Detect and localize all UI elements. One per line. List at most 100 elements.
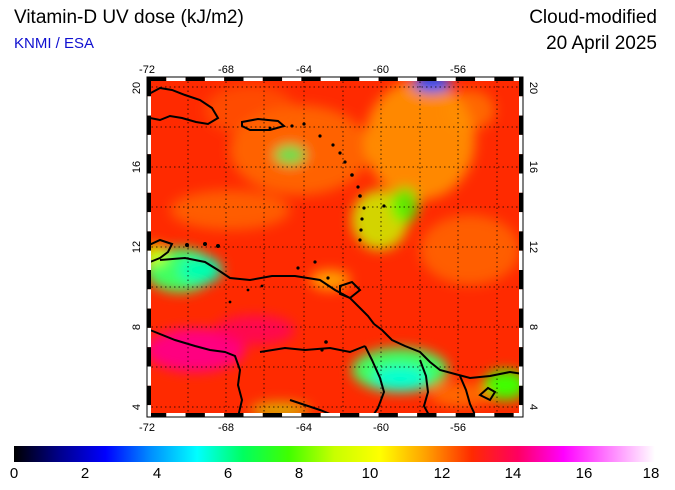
border-venezuela-guyana — [364, 345, 386, 417]
colorbar-tick-label: 4 — [152, 465, 162, 482]
frame-segment — [204, 413, 225, 417]
frame-segment — [147, 366, 151, 386]
guianas-coast — [373, 323, 523, 380]
lon-tick-top: -56 — [450, 64, 466, 76]
colorbar-tick-label: 8 — [294, 465, 304, 482]
frame-segment — [519, 212, 523, 232]
colorbar — [14, 446, 655, 462]
frame-segment — [147, 385, 151, 406]
frame-segment — [436, 413, 456, 417]
orinoco-border-west — [149, 329, 244, 417]
frame-segment — [147, 134, 151, 155]
frame-segment — [147, 192, 151, 213]
island-east — [478, 386, 497, 402]
frame-segment — [519, 270, 523, 290]
frame-segment — [519, 289, 523, 309]
small-islands — [185, 122, 386, 352]
frame-segment — [519, 347, 523, 367]
lon-tick-top: -60 — [373, 64, 389, 76]
lon-tick-bottom: -60 — [373, 422, 389, 434]
colorbar-tick-label: 6 — [223, 465, 233, 482]
lon-tick-bottom: -56 — [450, 422, 466, 434]
frame-segment — [519, 134, 523, 155]
colorbar-tick-label: 18 — [642, 465, 660, 482]
frame-segment — [166, 413, 186, 417]
frame-segment — [262, 413, 283, 417]
frame-segment — [147, 154, 151, 174]
frame-segment — [475, 77, 495, 81]
coastlines — [147, 86, 523, 417]
axis-labels: -72 -68 -64 -60 -56 -72 -68 -64 -60 -56 … — [131, 64, 539, 434]
frame-segment — [262, 77, 283, 81]
trinidad-coast — [339, 280, 362, 300]
frame-segment — [397, 77, 418, 81]
lat-tick-left: 12 — [131, 241, 143, 253]
frame-segment — [301, 77, 321, 81]
frame-segment — [519, 115, 523, 135]
frame-segment — [243, 77, 263, 81]
border-guyana-suriname — [419, 359, 431, 417]
lat-tick-left: 20 — [131, 82, 143, 94]
colorbar-tick-label: 2 — [80, 465, 90, 482]
mode-label: Cloud-modified — [529, 7, 657, 28]
frame-segment — [185, 413, 205, 417]
frame-segment — [519, 366, 523, 386]
hispaniola-coast — [147, 86, 220, 126]
frame-segment — [147, 308, 151, 328]
frame-segment — [282, 413, 302, 417]
interior-border — [259, 345, 366, 354]
lon-tick-top: -64 — [296, 64, 312, 76]
frame-segment — [243, 413, 263, 417]
colorbar-tick-label: 0 — [9, 465, 19, 482]
lon-tick-bottom: -68 — [218, 422, 234, 434]
frame-segment — [513, 77, 523, 81]
frame-segment — [166, 77, 186, 81]
frame-border — [146, 76, 524, 418]
colorbar-tick-label: 10 — [361, 465, 379, 482]
frame-segment — [147, 231, 151, 251]
frame-segment — [147, 289, 151, 309]
frame-segment — [147, 115, 151, 135]
frame-segment — [494, 77, 514, 81]
frame-segment — [519, 173, 523, 193]
frame-segment — [417, 413, 437, 417]
frame-segment — [519, 77, 523, 97]
frame-segment — [359, 413, 379, 417]
frame-segment — [147, 77, 151, 97]
frame-segment — [519, 250, 523, 270]
frame-segment — [519, 385, 523, 406]
colorbar-tick-label: 14 — [504, 465, 522, 482]
lon-tick-top: -72 — [139, 64, 155, 76]
lat-tick-right: 12 — [527, 241, 539, 253]
frame-segment — [320, 77, 340, 81]
frame-segment — [147, 250, 151, 270]
frame-segment — [301, 413, 321, 417]
lat-tick-right: 20 — [527, 82, 539, 94]
frame-segment — [340, 77, 360, 81]
colorbar-tick-label: 16 — [575, 465, 593, 482]
frame-segment — [147, 270, 151, 290]
frame-segment — [417, 77, 437, 81]
credit-label: KNMI / ESA — [14, 35, 95, 52]
frame-segment — [519, 192, 523, 213]
frame-segment — [519, 154, 523, 174]
frame-segment — [519, 96, 523, 116]
frame-segment — [519, 231, 523, 251]
frame-segment — [147, 413, 167, 417]
frame-segment — [320, 413, 340, 417]
frame-segment — [513, 413, 523, 417]
lon-tick-bottom: -72 — [139, 422, 155, 434]
puerto-rico-coast — [241, 117, 287, 131]
venezuela-coast — [159, 256, 375, 325]
frame-segment — [224, 413, 244, 417]
date-label: 20 April 2025 — [546, 33, 657, 54]
frame-segment — [519, 308, 523, 328]
frame-segment — [455, 77, 476, 81]
lat-tick-right: 4 — [527, 404, 539, 410]
lon-tick-top: -68 — [218, 64, 234, 76]
guajira-coast — [147, 238, 174, 263]
frame-segment — [340, 413, 360, 417]
colorbar-tick-label: 12 — [433, 465, 451, 482]
frame-segment — [475, 413, 495, 417]
frame-segment — [359, 77, 379, 81]
